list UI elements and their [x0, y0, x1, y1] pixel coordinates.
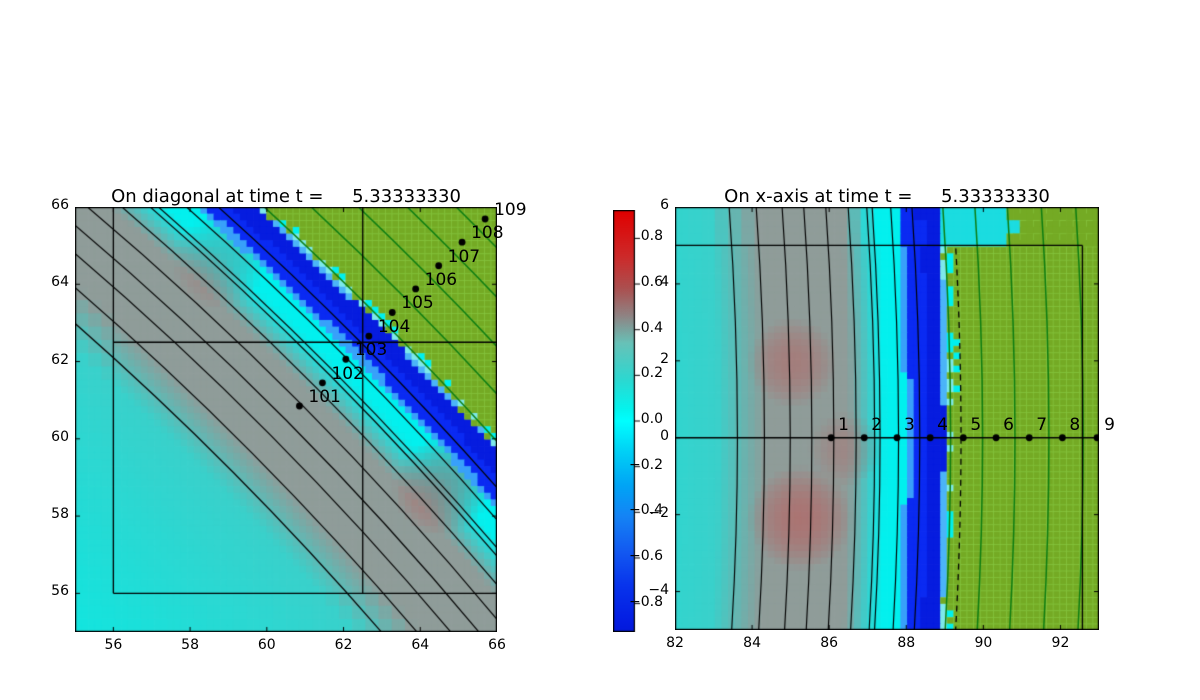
x-tick-label: 56 [104, 637, 123, 653]
right-plot-title: On x-axis at time t = 5.33333330 [724, 186, 1050, 207]
y-tick-label: 66 [51, 197, 69, 213]
point-label: 1 [838, 414, 849, 435]
x-tick-label: 90 [974, 635, 993, 651]
colorbar-tick-label: 0.2 [640, 365, 663, 382]
point-label: 8 [1069, 414, 1081, 435]
right-plot-canvas [675, 207, 1099, 630]
colorbar-tick-label: −0.4 [629, 502, 663, 519]
point-label: 9 [1104, 414, 1115, 435]
colorbar-tick-label: −0.8 [629, 593, 663, 610]
x-tick-label: 60 [257, 637, 276, 653]
left-plot-title: On diagonal at time t = 5.33333330 [111, 186, 461, 207]
point-label: 107 [447, 246, 481, 267]
x-tick-label: 84 [743, 635, 761, 651]
x-tick-label: 64 [411, 637, 430, 653]
colorbar-tick-label: 0.8 [640, 228, 663, 245]
y-tick-label: 62 [51, 351, 69, 368]
colorbar [613, 210, 643, 632]
y-tick-label: −4 [648, 581, 669, 598]
colorbar-tick-label: −0.2 [629, 456, 663, 473]
point-label: 102 [331, 363, 364, 384]
point-label: 3 [904, 414, 915, 435]
colorbar-tick-label: −0.6 [629, 547, 663, 564]
y-tick-label: 2 [660, 350, 669, 367]
left-plot-canvas [75, 207, 497, 632]
point-label: 109 [494, 199, 527, 220]
y-tick-label: 58 [51, 506, 69, 523]
y-tick-label: 0 [660, 427, 669, 444]
point-label: 104 [377, 317, 411, 338]
colorbar-tick-label: 0.6 [640, 274, 663, 291]
x-tick-label: 92 [1051, 635, 1070, 651]
point-label: 105 [401, 293, 434, 314]
x-tick-label: 82 [666, 635, 684, 651]
y-tick-label: 4 [660, 273, 669, 290]
colorbar-tick-label: 0.0 [640, 411, 663, 427]
point-label: 7 [1036, 414, 1048, 435]
x-tick-label: 88 [897, 635, 916, 651]
x-tick-label: 62 [334, 637, 353, 653]
x-tick-label: 58 [181, 637, 199, 653]
point-label: 6 [1003, 414, 1014, 435]
point-label: 2 [871, 414, 883, 435]
y-tick-label: −2 [648, 504, 669, 521]
x-tick-label: 66 [488, 637, 506, 653]
y-tick-label: 60 [51, 428, 69, 445]
y-tick-label: 56 [51, 583, 69, 600]
y-tick-label: 64 [51, 274, 69, 291]
colorbar-tick-label: 0.4 [640, 319, 663, 336]
point-label: 101 [308, 386, 341, 407]
point-label: 4 [937, 414, 948, 435]
x-tick-label: 86 [820, 635, 839, 651]
point-label: 5 [970, 414, 982, 435]
point-label: 108 [471, 223, 504, 244]
point-label: 106 [424, 269, 458, 290]
point-label: 103 [354, 340, 388, 361]
y-tick-label: 6 [660, 197, 669, 213]
